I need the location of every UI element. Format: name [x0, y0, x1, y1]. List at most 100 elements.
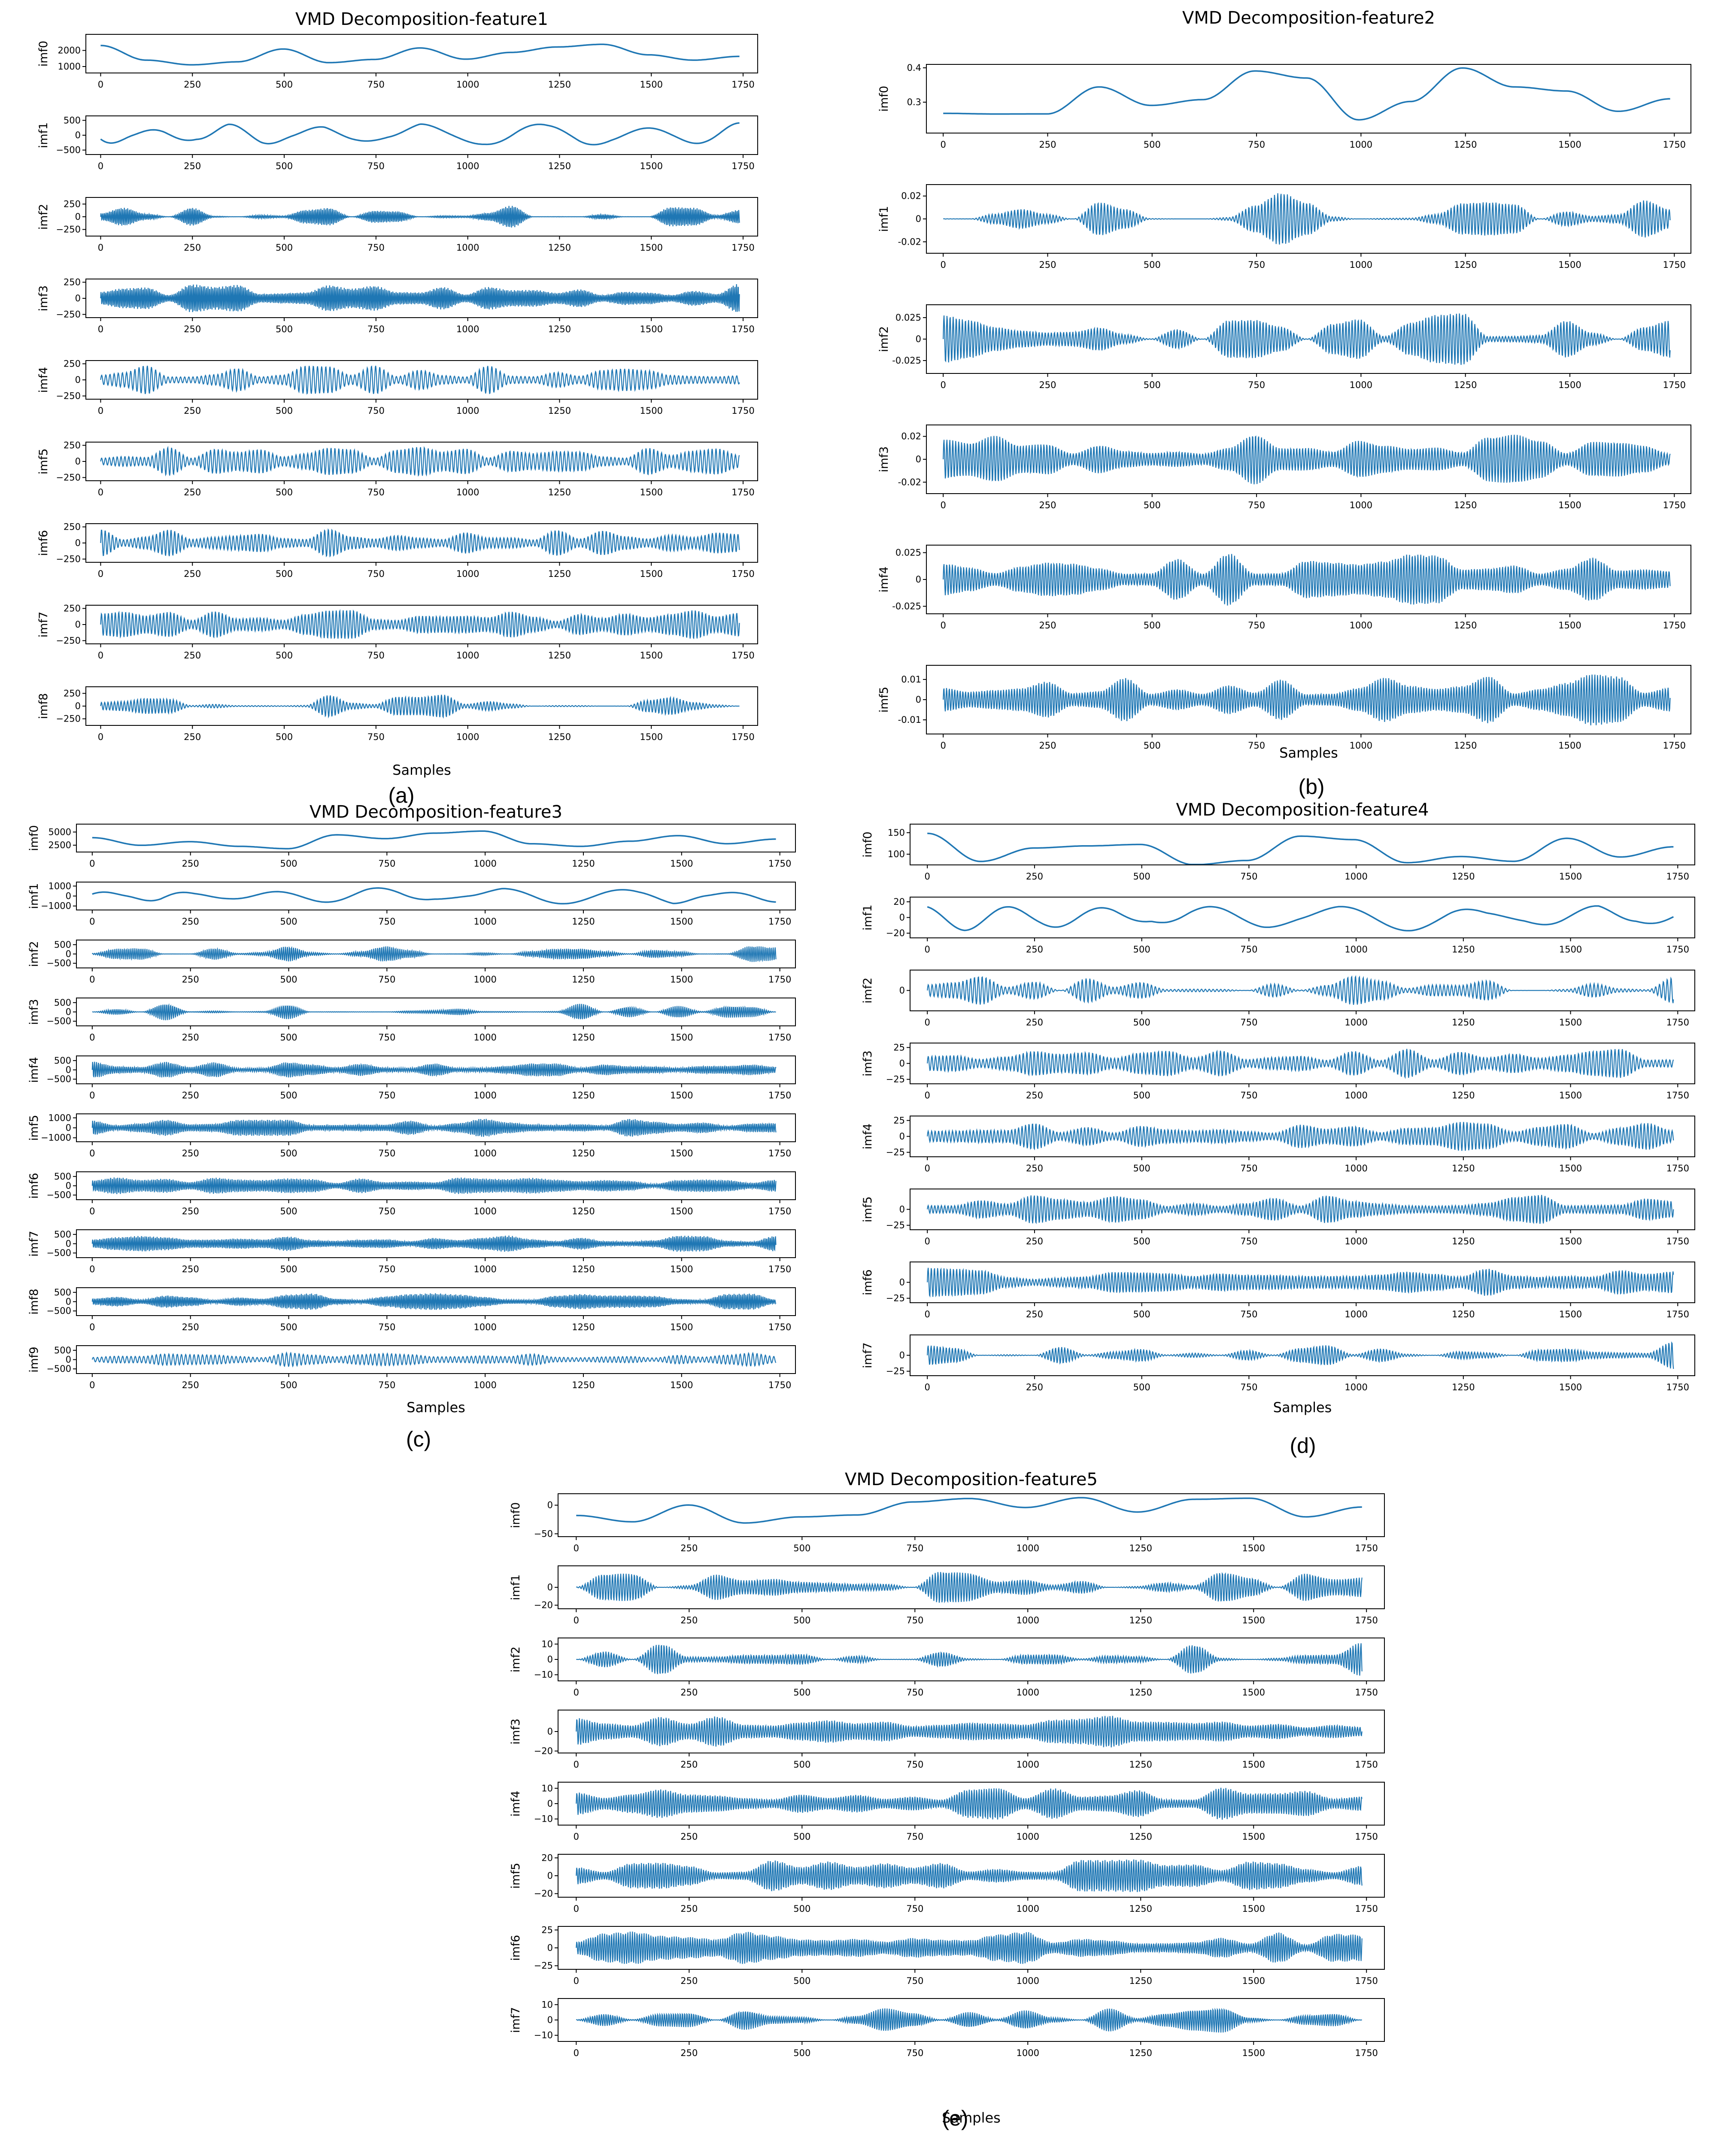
x-tick-label: 1000	[1350, 740, 1372, 751]
x-tick-label: 500	[280, 974, 297, 985]
chart-title: VMD Decomposition-feature1	[295, 9, 548, 29]
x-tick-label: 500	[793, 1543, 810, 1553]
chart-panel-a: VMD Decomposition-feature1 1000 2000 imf0 0 2…	[37, 9, 758, 807]
subplot-imf0: 100 150 imf0 0 250 500 750 1000 1250 1500 1750	[861, 824, 1695, 882]
x-tick-label: 750	[1248, 740, 1265, 751]
x-tick-label: 750	[378, 1206, 395, 1216]
y-tick-label: 0	[66, 1007, 71, 1017]
x-tick-label: 1750	[1355, 1687, 1378, 1698]
x-tick-label: 1250	[548, 406, 571, 416]
x-tick-label: 1500	[640, 324, 662, 334]
x-tick-label: 1500	[640, 487, 662, 497]
subplot-imf0: 1000 2000 imf0 0 250 500 750 1000 1250 1500 1750	[37, 34, 758, 90]
y-tick-label: 0	[66, 949, 71, 959]
x-tick-label: 1750	[1355, 1832, 1378, 1842]
y-axis-label: imf1	[37, 122, 50, 149]
x-tick-label: 250	[184, 569, 201, 579]
y-axis-label: imf5	[37, 449, 50, 475]
y-tick-label: 1000	[49, 1113, 71, 1123]
x-tick-label: 1750	[1355, 1904, 1378, 1914]
x-tick-label: 1750	[731, 569, 754, 579]
subplot-imf1: -0.02 0 0.02 imf1 0 250 500 750 1000 1250 1500 1750	[877, 184, 1691, 270]
x-tick-label: 500	[276, 569, 293, 579]
x-tick-label: 1500	[670, 916, 693, 927]
x-tick-label: 1250	[572, 1206, 595, 1216]
y-tick-label: 1000	[49, 881, 71, 891]
x-tick-label: 0	[940, 260, 946, 270]
x-tick-label: 0	[940, 500, 946, 510]
y-tick-label: 0.025	[895, 548, 921, 558]
x-tick-label: 750	[367, 324, 385, 334]
subplot-imf3: −20 0 imf3 0 250 500 750 1000 1250 1500 1750	[509, 1710, 1385, 1770]
y-tick-label: 100	[888, 849, 905, 859]
x-tick-label: 1250	[572, 916, 595, 927]
y-tick-label: 0	[916, 694, 921, 705]
y-tick-label: 250	[64, 604, 81, 614]
signal-line-imf0	[943, 67, 1670, 121]
x-tick-label: 1000	[1344, 871, 1367, 882]
chart-title: VMD Decomposition-feature4	[1176, 800, 1429, 820]
x-tick-label: 250	[1039, 380, 1056, 390]
signal-line-imf6	[91, 1177, 777, 1194]
subplot-imf3: −250 0 250 imf3 0 250 500 750 1000 1250 1500 1750	[37, 277, 758, 334]
x-tick-label: 1500	[1559, 1090, 1582, 1101]
signal-line-imf3	[92, 1003, 776, 1020]
signal-line-imf2	[927, 975, 1674, 1005]
x-tick-label: 1250	[1454, 140, 1477, 150]
y-tick-label: 500	[54, 998, 71, 1008]
y-tick-label: 0	[916, 334, 921, 344]
x-tick-label: 250	[182, 858, 199, 869]
x-tick-label: 1750	[1663, 620, 1686, 631]
y-tick-label: -0.02	[898, 477, 921, 487]
y-axis-label: imf1	[861, 904, 874, 931]
x-tick-label: 500	[1144, 380, 1161, 390]
x-tick-label: 0	[574, 1759, 579, 1770]
x-tick-label: 500	[793, 1687, 810, 1698]
y-tick-label: −25	[534, 1961, 553, 1971]
x-tick-label: 750	[1240, 1163, 1257, 1174]
x-tick-label: 0	[98, 487, 103, 497]
x-tick-label: 1000	[1350, 620, 1372, 631]
y-tick-label: 0	[547, 1943, 553, 1953]
signal-line-imf2	[943, 313, 1671, 365]
x-tick-label: 1750	[1355, 1615, 1378, 1626]
y-axis-label: imf5	[861, 1196, 874, 1222]
x-tick-label: 250	[1026, 871, 1043, 882]
x-tick-label: 1500	[640, 569, 662, 579]
y-tick-label: −250	[56, 391, 81, 401]
signal-line-imf2	[576, 1643, 1363, 1676]
x-tick-label: 1000	[1350, 140, 1372, 150]
y-tick-label: −25	[886, 1366, 905, 1377]
signal-line-imf4	[927, 1122, 1674, 1151]
signal-line-imf0	[100, 43, 740, 66]
x-tick-label: 1000	[1344, 1090, 1367, 1101]
subplot-imf6: −250 0 250 imf6 0 250 500 750 1000 1250 1500 1750	[37, 522, 758, 579]
y-tick-label: 1000	[58, 61, 81, 72]
y-tick-label: 2500	[49, 840, 71, 850]
y-tick-label: −500	[46, 1190, 71, 1200]
y-tick-label: 5000	[49, 827, 71, 837]
y-axis-label: imf2	[861, 977, 874, 1004]
y-tick-label: −250	[56, 714, 81, 724]
x-axis-label: Samples	[407, 1399, 465, 1416]
x-tick-label: 1000	[456, 161, 479, 171]
signal-line-imf4	[576, 1787, 1363, 1820]
y-axis-label: imf7	[861, 1342, 874, 1368]
subplot-imf0: 2500 5000 imf0 0 250 500 750 1000 1250 1500 1750	[27, 824, 796, 869]
x-tick-label: 0	[925, 944, 930, 955]
signal-line-imf0	[927, 832, 1674, 865]
signal-line-imf7	[927, 1341, 1674, 1369]
x-tick-label: 250	[1039, 500, 1056, 510]
x-tick-label: 1750	[768, 1032, 791, 1043]
x-tick-label: 500	[1133, 1382, 1150, 1392]
x-tick-label: 500	[1144, 740, 1161, 751]
y-tick-label: 0	[547, 1654, 553, 1665]
y-tick-label: 0.4	[907, 63, 921, 73]
x-tick-label: 250	[680, 1904, 698, 1914]
x-tick-label: 1000	[473, 1322, 496, 1332]
signal-line-imf7	[576, 2008, 1362, 2033]
subplot-imf6: −25 0 25 imf6 0 250 500 750 1000 1250 1500 1750	[509, 1925, 1385, 1986]
